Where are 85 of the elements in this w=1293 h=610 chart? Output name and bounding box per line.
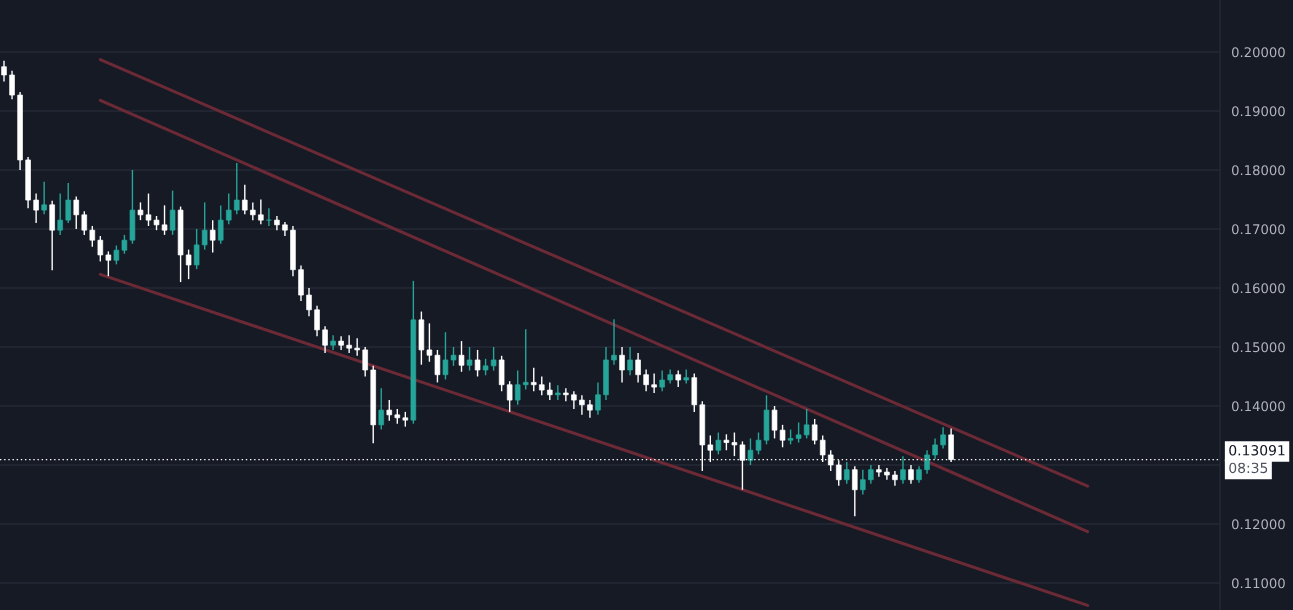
candlestick [434,349,441,384]
y-tick-label: 0.14000 [1231,401,1285,412]
candlestick [458,340,465,373]
ref-line-label: 0.13091 [1229,445,1285,456]
candlestick [322,325,328,354]
candlestick [908,464,914,485]
candlestick [346,334,352,354]
candlestick [426,322,433,363]
candlestick [506,380,513,413]
candlestick [940,426,946,450]
candlestick [386,399,393,422]
candlestick [474,349,481,378]
candlestick [803,408,810,440]
candlestick [9,70,15,100]
candlestick [860,469,866,496]
candlestick [876,464,882,478]
candlestick [539,375,545,397]
candlestick [490,346,497,372]
candlestick [811,418,818,446]
candlestick [57,192,63,236]
candlestick [201,201,208,251]
candlestick [522,328,529,391]
candlestick [627,346,633,376]
candlestick [852,465,858,518]
candlestick [643,368,649,392]
candlestick [892,470,898,487]
candlestick [530,366,537,392]
candlestick [844,461,850,485]
candlestick [234,162,240,215]
candlestick [924,449,930,475]
candlestick [932,437,938,460]
candlestick [715,431,722,456]
text: 08:35 [1229,462,1268,474]
candlestick [250,201,256,221]
y-tick-label: 0.20000 [1231,47,1285,58]
candlestick [97,235,104,263]
candlestick [193,228,200,270]
candlestick [900,455,906,485]
y-tick-label: 0.19000 [1231,106,1285,117]
candlestick [635,352,641,384]
candlestick [169,189,176,236]
y-tick-label: 0.11000 [1231,578,1285,589]
candlestick [225,192,232,225]
candlestick [868,464,874,485]
candlestick [330,334,336,351]
candlestick [105,250,112,277]
candlestick [306,287,312,317]
y-tick-label: 0.16000 [1231,283,1285,294]
candlestick [659,369,665,392]
candlestick [579,394,585,416]
candlestick [81,210,88,236]
y-tick-label: 0.15000 [1231,342,1285,353]
y-tick-label: 0.18000 [1231,165,1285,176]
candlestick [209,219,216,254]
candlestick [362,346,368,378]
candlestick [185,248,192,280]
y-tick-label: 0.12000 [1231,519,1285,530]
candlestick [731,431,738,457]
candlestick [555,384,561,401]
candlestick [89,225,96,248]
candlestick [779,424,786,448]
candlestick [33,192,39,224]
candlestick [651,372,657,394]
candlestick [563,387,569,402]
candlestick [65,182,71,224]
candlestick [611,318,617,366]
candlestick [354,337,360,357]
candlestick [41,181,47,215]
candlestick [113,244,120,266]
candlestick [619,346,625,384]
candlestick [795,421,802,444]
candlestick [1,60,7,83]
candlestick [242,184,248,215]
candlestick [514,369,521,406]
candlestick [258,198,264,225]
candlestick [217,204,224,245]
candlestick [73,195,80,230]
y-tick-label: 0.17000 [1231,224,1285,235]
candlestick [314,304,320,338]
candlestick [595,381,601,416]
candlestick [771,405,778,440]
candlestick [266,207,272,227]
candlestick [378,387,385,431]
candlestick [121,234,128,255]
candlestick [466,346,473,372]
